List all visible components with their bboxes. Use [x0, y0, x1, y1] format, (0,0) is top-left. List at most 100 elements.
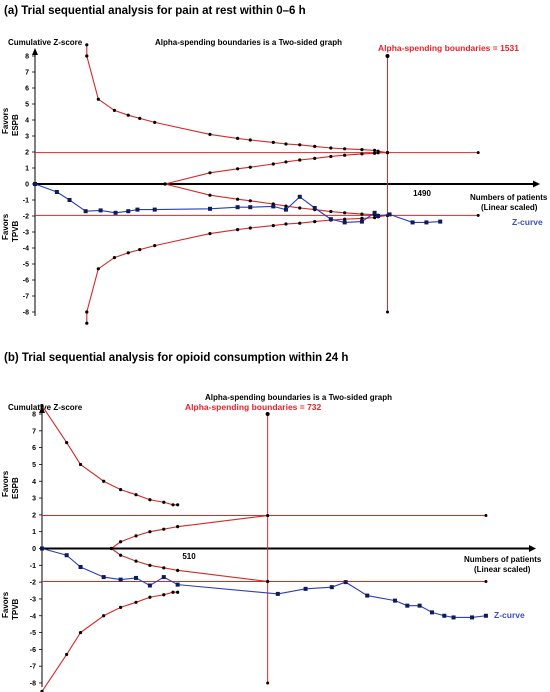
- panel-a-z-curve-point: [312, 206, 317, 210]
- panel-b-lower-boundary-point: [102, 614, 106, 618]
- panel-b-futility-lower-point: [134, 559, 138, 563]
- panel-b-z-curve-point: [303, 586, 308, 591]
- panel-b-ris-bottom-marker: [266, 681, 270, 685]
- panel-a-lower-boundary-point: [126, 251, 130, 255]
- panel-a-threshold-end-marker: [476, 151, 480, 155]
- panel-a-futility-lower-point: [360, 212, 364, 216]
- panel-a-ris-bottom-marker: [385, 310, 389, 314]
- panel-a-futility-upper-point: [360, 152, 364, 156]
- panel-a-y-tick-label: -2: [23, 214, 29, 221]
- panel-b-x-marker-label: 510: [182, 552, 196, 561]
- panel-b-lower-boundary-point: [78, 630, 83, 635]
- panel-a-z-curve-point: [438, 219, 443, 224]
- panel-a-lower-boundary-point: [313, 220, 317, 224]
- panel-b-z-curve-point: [329, 585, 334, 590]
- panel-a-y-tick-label: -6: [23, 278, 29, 285]
- panel-b-upper-boundary-point: [78, 462, 83, 467]
- panel-b: (b) Trial sequential analysis for opioid…: [1, 352, 542, 692]
- panel-b-z-curve-line: [41, 547, 486, 618]
- panel-b-favors-top-1: Favors: [1, 470, 10, 497]
- panel-a-futility-upper-point: [385, 151, 390, 155]
- panel-a-futility-upper-point: [329, 154, 333, 159]
- panel-b-z-curve-point: [405, 603, 410, 608]
- panel-a-upper-boundary-point: [248, 138, 252, 142]
- panel-a-futility-upper-point: [271, 162, 275, 166]
- panel-a-futility-upper-point: [343, 153, 347, 157]
- panel-a-z-curve-point: [342, 220, 347, 225]
- panel-b-z-curve-point: [175, 582, 180, 587]
- panel-b-xlabel-1: Numbers of patients: [464, 555, 542, 564]
- panel-a-futility-upper-point: [372, 151, 377, 155]
- panel-a-y-axis-arrow: [32, 48, 38, 55]
- panel-a-y-tick-label: 6: [25, 86, 29, 93]
- panel-b-lower-boundary-point: [65, 652, 69, 657]
- panel-a-z-curve-point: [359, 219, 364, 224]
- panel-b-upper-boundary-point: [65, 440, 69, 445]
- panel-a-futility-lower-point: [208, 193, 212, 197]
- panel-b-title: (b) Trial sequential analysis for opioid…: [4, 352, 348, 364]
- panel-a-futility-lower-line: [164, 183, 388, 216]
- panel-a-upper-boundary-point: [236, 136, 240, 140]
- panel-b-z-curve-point: [470, 615, 475, 620]
- panel-b-z-curve-point: [147, 583, 152, 588]
- panel-a-y-tick-label: -7: [23, 294, 29, 301]
- panel-a-upper-boundary-point: [138, 116, 142, 120]
- panel-a-z-curve-point: [297, 194, 302, 199]
- panel-b-x-axis-arrow: [529, 545, 536, 552]
- panel-b-plot: 8 7 6 5 4 3 2 1 0 -1 -2 -3 -4 -5 -6 -7 -8: [30, 403, 536, 692]
- panel-b-y-tick-label: 2: [32, 512, 36, 519]
- panel-b-y-tick-label: 7: [32, 428, 36, 435]
- panel-a-subtitle: Alpha-spending boundaries is a Two-sided…: [155, 38, 342, 47]
- panel-b-y-tick-label: -2: [30, 580, 36, 587]
- panel-b-upper-boundary-point: [176, 503, 180, 507]
- panel-b-z-curve-point: [118, 577, 123, 582]
- panel-a-upper-boundary-point: [372, 148, 377, 152]
- panel-a-z-curve-point: [54, 190, 59, 194]
- panel-b-lower-boundary-point: [148, 595, 152, 599]
- panel-a-y-tick-label: 2: [25, 150, 29, 157]
- panel-b-ylabel: Cumulative Z-score: [8, 403, 83, 412]
- panel-b-upper-boundary-point: [148, 498, 152, 502]
- panel-b-z-curve-point: [343, 580, 348, 585]
- panel-a-upper-boundary-point: [271, 140, 275, 144]
- panel-a-lower-boundary-point: [248, 226, 252, 230]
- panel-a-futility-lower-point: [298, 206, 302, 210]
- panel-a-upper-boundary-point: [85, 43, 89, 47]
- panel-b-y-tick-label: 3: [32, 496, 36, 503]
- panel-b-z-curve-point: [134, 575, 139, 580]
- panel-b-upper-boundary-point: [102, 479, 106, 483]
- panel-a-y-tick-label: -5: [23, 262, 29, 269]
- panel-a-y-tick-label: 1: [25, 166, 29, 173]
- panel-a-z-curve-point: [113, 210, 118, 215]
- panel-b-favors-top-2: ESPB: [11, 477, 20, 499]
- panel-a-lower-boundary-point: [372, 216, 377, 220]
- panel-b-z-curve-point: [392, 598, 397, 603]
- panel-b-y-tick-label: 1: [32, 529, 36, 536]
- panel-b-y-tick-label: 4: [32, 479, 36, 486]
- panel-b-z-curve-point: [275, 591, 280, 596]
- panel-b-y-tick-label: -7: [30, 664, 36, 671]
- panel-a-lower-boundary-point: [343, 217, 347, 221]
- panel-b-y-tick-label: -6: [30, 647, 36, 654]
- panel-a-y-tick-label: 3: [25, 134, 29, 141]
- panel-a-upper-boundary-point: [343, 147, 347, 151]
- panel-a-y-tick-label: -1: [23, 198, 29, 205]
- panel-a-y-tick-label: 4: [25, 118, 29, 125]
- panel-a-futility-lower-point: [329, 209, 333, 214]
- panel-b-z-curve-point: [101, 575, 106, 580]
- panel-b-futility-lower-point: [148, 563, 152, 567]
- panel-a-lower-boundary-line: [86, 214, 388, 324]
- panel-a-upper-boundary-point: [96, 97, 100, 101]
- panel-b-subtitle: Alpha-spending boundaries is a Two-sided…: [205, 393, 392, 402]
- panel-b-y-tick-label: 6: [32, 445, 36, 452]
- panel-b-futility-lower-point: [266, 579, 270, 584]
- panel-b-threshold-end-marker: [484, 579, 488, 583]
- panel-b-upper-boundary-point: [171, 503, 175, 507]
- panel-a-zcurve-label: Z-curve: [512, 217, 543, 227]
- panel-b-z-curve-point: [64, 553, 69, 558]
- panel-a: (a) Trial sequential analysis for pain a…: [1, 5, 548, 325]
- panel-b-lower-boundary-point: [40, 689, 44, 692]
- panel-b-y-tick-label: -8: [30, 681, 36, 688]
- panel-b-futility-upper-point: [162, 527, 166, 531]
